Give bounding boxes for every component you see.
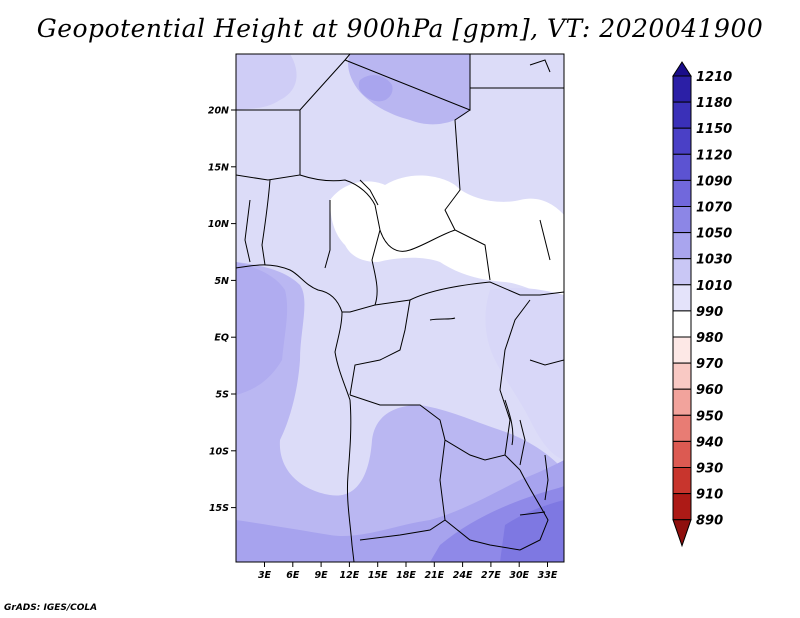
x-tick-label: 15E: [368, 570, 388, 581]
colorbar-label: 1010: [696, 279, 732, 294]
colorbar-arrow-bottom: [672, 519, 692, 548]
field-region-nw: [236, 54, 297, 110]
colorbar-bin: [672, 440, 692, 468]
colorbar-label: 980: [696, 331, 723, 346]
colorbar-bin: [672, 467, 692, 495]
y-tick-label: 10S: [209, 446, 229, 457]
colorbar-label: 1150: [696, 122, 732, 137]
colorbar-bin: [672, 127, 692, 155]
colorbar-arrow-top: [672, 61, 692, 77]
colorbar-label: 1210: [696, 70, 732, 85]
y-tick-label: 10N: [208, 219, 229, 230]
coastlines-and-borders: [236, 54, 564, 562]
y-tick-label: 5N: [214, 276, 229, 287]
field-region-white: [330, 175, 564, 297]
x-tick-label: 21E: [424, 570, 444, 581]
colorbar-bin: [672, 493, 692, 521]
colorbar-label: 1070: [696, 201, 732, 216]
colorbar-bin: [672, 388, 692, 416]
colorbar-bin: [672, 284, 692, 312]
x-tick-label: 30E: [509, 570, 529, 581]
colorbar-bin: [672, 179, 692, 207]
x-tick-label: 12E: [340, 570, 360, 581]
colorbar-bin: [672, 206, 692, 234]
y-axis: 20N 15N 10N 5N EQ 5S 10S 15S: [208, 106, 236, 514]
colorbar-bin: [672, 336, 692, 364]
colorbar-label: 910: [696, 488, 723, 503]
map-plot-area: [236, 54, 564, 562]
colorbar-label: 950: [696, 409, 723, 424]
colorbar-label: 940: [696, 435, 723, 450]
colorbar-label: 1120: [696, 148, 732, 163]
x-tick-label: 24E: [453, 570, 473, 581]
field-region-southeast-core: [500, 500, 564, 562]
colorbar-label: 960: [696, 383, 723, 398]
colorbar-label: 1050: [696, 227, 732, 242]
y-tick-label: EQ: [214, 333, 229, 344]
plot-frame: [235, 53, 565, 563]
x-tick-label: 6E: [286, 570, 300, 581]
colorbar-label: 990: [696, 305, 723, 320]
colorbar-label: 930: [696, 462, 723, 477]
x-tick-label: 27E: [481, 570, 501, 581]
colorbar: 1210 1180 1150 1120 1090 1070 1050 1030 1010 990 9…: [672, 61, 732, 548]
y-tick-label: 20N: [208, 106, 229, 117]
colorbar-bin: [672, 258, 692, 286]
field-region-east: [485, 287, 564, 460]
colorbar-bin: [672, 75, 692, 103]
x-axis: 3E 6E 9E 12E 15E 18E 21E 24E 27E 30E 33E: [258, 562, 558, 581]
field-region-southwest: [236, 262, 564, 562]
map-title: Geopotential Height at 900hPa [gpm], VT:…: [36, 14, 764, 43]
colorbar-label: 890: [696, 514, 723, 529]
colorbar-bin: [672, 153, 692, 181]
colorbar-label: 1030: [696, 253, 732, 268]
grads-credit: GrADS: IGES/COLA: [4, 603, 98, 613]
x-tick-label: 18E: [396, 570, 416, 581]
x-tick-label: 9E: [315, 570, 329, 581]
colorbar-label: 1090: [696, 174, 732, 189]
colorbar-bin: [672, 414, 692, 442]
field-region-north-core: [358, 75, 393, 102]
colorbar-bin: [672, 310, 692, 338]
y-tick-label: 15N: [208, 162, 229, 173]
colorbar-label: 1180: [696, 96, 732, 111]
field-region-north: [348, 54, 470, 125]
colorbar-bin: [672, 362, 692, 390]
y-tick-label: 15S: [209, 503, 229, 514]
colorbar-label: 970: [696, 357, 723, 372]
y-tick-label: 5S: [216, 390, 230, 401]
field-region-gulf: [236, 262, 288, 395]
colorbar-bin: [672, 101, 692, 129]
x-tick-label: 3E: [258, 570, 272, 581]
x-tick-label: 33E: [538, 570, 558, 581]
colorbar-bin: [672, 232, 692, 260]
